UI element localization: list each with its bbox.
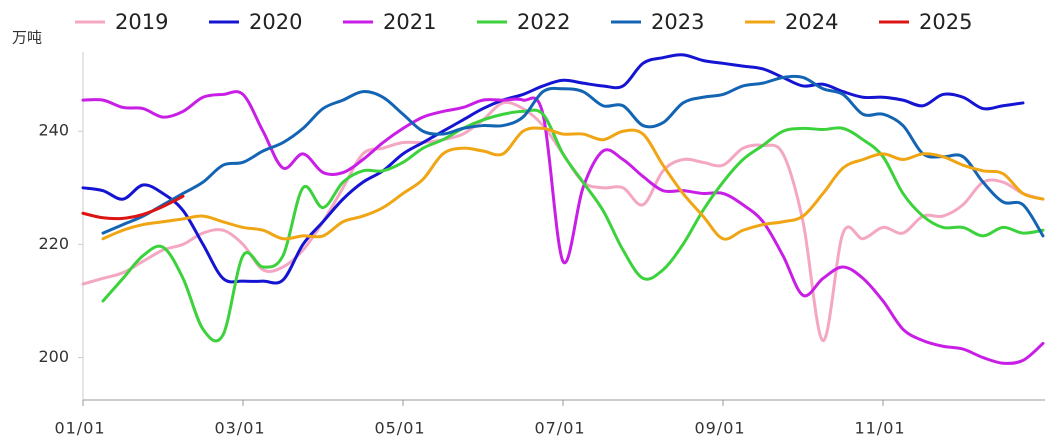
legend-text: 2019 xyxy=(115,10,168,34)
x-tick-label: 01/01 xyxy=(54,419,105,438)
series-line xyxy=(81,194,185,221)
legend-text: 2022 xyxy=(517,10,570,34)
legend-text: 2021 xyxy=(383,10,436,34)
series-line xyxy=(81,90,1045,365)
series-line xyxy=(101,74,1045,238)
legend-text: 2024 xyxy=(785,10,838,34)
series-line xyxy=(101,126,1045,241)
series-line xyxy=(81,53,1025,285)
x-tick-label: 11/01 xyxy=(854,419,905,438)
y-tick-label: 220 xyxy=(38,234,69,253)
x-tick-label: 07/01 xyxy=(534,419,585,438)
x-tick-label: 03/01 xyxy=(214,419,265,438)
y-tick-label: 200 xyxy=(38,347,69,366)
y-axis-label: 万吨 xyxy=(12,29,42,47)
legend-text: 2023 xyxy=(651,10,704,34)
legend-text: 2025 xyxy=(919,10,972,34)
series-line xyxy=(101,108,1045,343)
x-tick-label: 05/01 xyxy=(374,419,425,438)
x-tick-label: 09/01 xyxy=(694,419,745,438)
legend-text: 2020 xyxy=(249,10,302,34)
y-tick-label: 240 xyxy=(38,121,69,140)
